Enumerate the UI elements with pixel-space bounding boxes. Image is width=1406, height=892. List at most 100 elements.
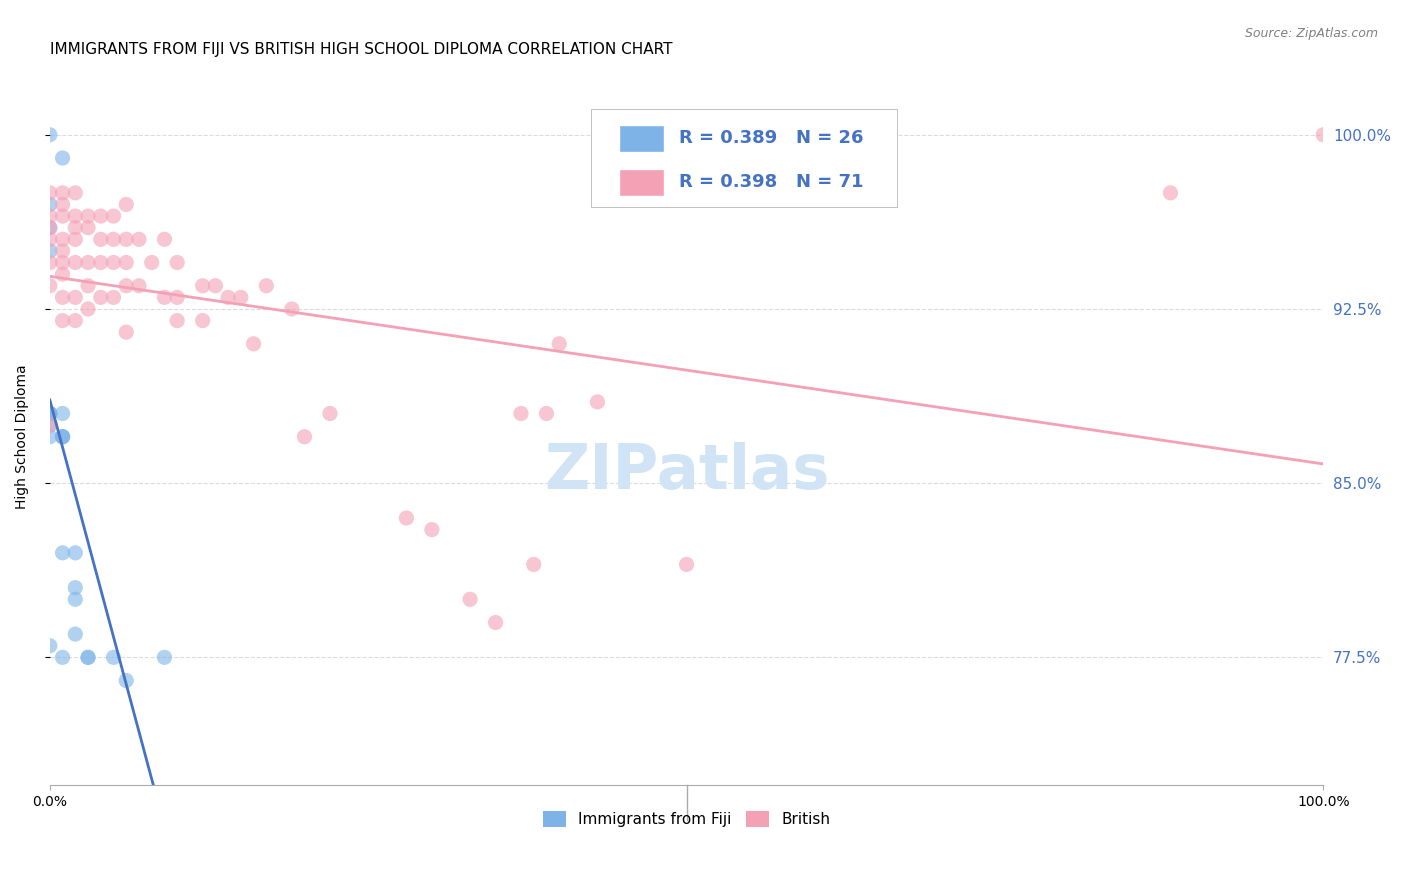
- Point: [52, 407, 75, 421]
- Point: [77, 301, 100, 316]
- Point: [115, 278, 138, 293]
- Point: [38, 128, 60, 142]
- Point: [38, 418, 60, 433]
- Point: [38, 278, 60, 293]
- Text: R = 0.398   N = 71: R = 0.398 N = 71: [679, 173, 863, 192]
- Point: [166, 313, 188, 327]
- Point: [38, 197, 60, 211]
- Point: [77, 255, 100, 269]
- Point: [115, 255, 138, 269]
- Point: [77, 209, 100, 223]
- Point: [52, 232, 75, 246]
- Point: [90, 255, 112, 269]
- Point: [52, 650, 75, 665]
- Point: [166, 255, 188, 269]
- Point: [65, 313, 87, 327]
- Point: [52, 197, 75, 211]
- Point: [90, 209, 112, 223]
- Point: [420, 523, 443, 537]
- Point: [65, 232, 87, 246]
- Point: [77, 278, 100, 293]
- Point: [103, 209, 125, 223]
- Point: [217, 290, 239, 304]
- Point: [103, 650, 125, 665]
- Point: [38, 407, 60, 421]
- Point: [65, 581, 87, 595]
- Point: [103, 255, 125, 269]
- Point: [191, 278, 214, 293]
- Point: [115, 325, 138, 339]
- Point: [52, 546, 75, 560]
- Point: [65, 592, 87, 607]
- FancyBboxPatch shape: [619, 125, 664, 152]
- Point: [65, 546, 87, 560]
- Point: [458, 592, 481, 607]
- Point: [38, 220, 60, 235]
- Point: [128, 278, 150, 293]
- Point: [52, 290, 75, 304]
- Point: [548, 336, 571, 351]
- Text: ZIPatlas: ZIPatlas: [544, 442, 830, 501]
- Point: [115, 673, 138, 688]
- Point: [90, 232, 112, 246]
- Point: [65, 220, 87, 235]
- Point: [38, 430, 60, 444]
- Y-axis label: High School Diploma: High School Diploma: [15, 365, 30, 509]
- Point: [204, 278, 226, 293]
- Point: [90, 290, 112, 304]
- Point: [484, 615, 506, 630]
- Point: [38, 418, 60, 433]
- Point: [103, 232, 125, 246]
- Point: [128, 232, 150, 246]
- Point: [675, 558, 697, 572]
- Point: [52, 186, 75, 200]
- Point: [153, 290, 176, 304]
- Point: [52, 151, 75, 165]
- Text: IMMIGRANTS FROM FIJI VS BRITISH HIGH SCHOOL DIPLOMA CORRELATION CHART: IMMIGRANTS FROM FIJI VS BRITISH HIGH SCH…: [49, 42, 672, 56]
- Point: [191, 313, 214, 327]
- Point: [38, 407, 60, 421]
- Point: [586, 395, 609, 409]
- Point: [1159, 186, 1181, 200]
- Point: [254, 278, 277, 293]
- Point: [65, 186, 87, 200]
- Point: [38, 209, 60, 223]
- FancyBboxPatch shape: [591, 109, 897, 207]
- Point: [115, 197, 138, 211]
- Text: Source: ZipAtlas.com: Source: ZipAtlas.com: [1244, 27, 1378, 40]
- Point: [38, 220, 60, 235]
- Point: [536, 407, 558, 421]
- Point: [52, 244, 75, 258]
- Point: [52, 430, 75, 444]
- Point: [77, 650, 100, 665]
- Point: [281, 301, 304, 316]
- Point: [294, 430, 316, 444]
- Point: [319, 407, 342, 421]
- Point: [65, 209, 87, 223]
- Point: [153, 650, 176, 665]
- Point: [38, 255, 60, 269]
- Point: [38, 407, 60, 421]
- Point: [395, 511, 418, 525]
- Point: [65, 290, 87, 304]
- Point: [166, 290, 188, 304]
- Point: [52, 430, 75, 444]
- Point: [65, 627, 87, 641]
- Point: [38, 244, 60, 258]
- Point: [103, 290, 125, 304]
- Point: [38, 639, 60, 653]
- Point: [52, 255, 75, 269]
- Point: [65, 255, 87, 269]
- Point: [153, 232, 176, 246]
- Point: [523, 558, 546, 572]
- FancyBboxPatch shape: [619, 169, 664, 195]
- Point: [141, 255, 163, 269]
- Point: [242, 336, 264, 351]
- Point: [1312, 128, 1334, 142]
- Point: [38, 186, 60, 200]
- Point: [229, 290, 252, 304]
- Point: [510, 407, 533, 421]
- Text: R = 0.389   N = 26: R = 0.389 N = 26: [679, 129, 863, 147]
- Point: [115, 232, 138, 246]
- Legend: Immigrants from Fiji, British: Immigrants from Fiji, British: [537, 805, 837, 833]
